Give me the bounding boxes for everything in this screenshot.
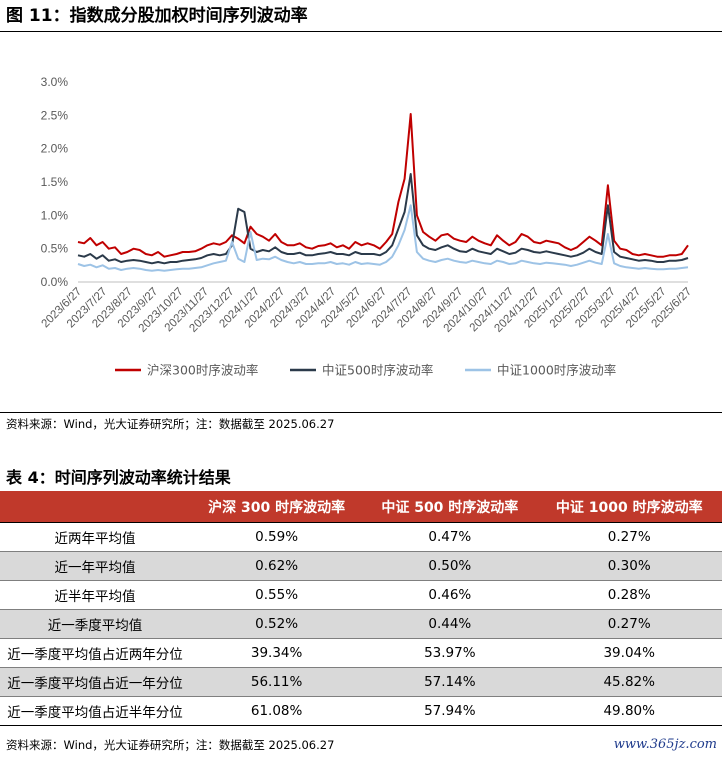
legend-label: 中证500时序波动率 <box>322 363 433 378</box>
table-row: 近两年平均值 0.59% 0.47% 0.27% <box>0 522 722 552</box>
table-cell: 39.04% <box>536 638 722 668</box>
statistics-table: 沪深 300 时序波动率 中证 500 时序波动率 中证 1000 时序波动率 … <box>0 491 722 726</box>
table-cell: 0.50% <box>363 551 537 581</box>
row-label: 近一季度平均值占近一年分位 <box>0 667 190 697</box>
top-rule <box>0 31 722 32</box>
chart-legend: 沪深300时序波动率 中证500时序波动率 中证1000时序波动率 <box>115 363 616 378</box>
table-cell: 0.59% <box>190 522 364 552</box>
table-row: 近半年平均值 0.55% 0.46% 0.28% <box>0 580 722 610</box>
table-row: 近一季度平均值占近一年分位 56.11% 57.14% 45.82% <box>0 667 722 697</box>
watermark: www.365jz.com <box>613 737 717 752</box>
y-tick-label: 1.5% <box>41 175 69 189</box>
table-row: 近一季度平均值 0.52% 0.44% 0.27% <box>0 609 722 639</box>
table-cell: 0.27% <box>536 522 722 552</box>
table-cell: 0.52% <box>190 609 364 639</box>
table-cell: 56.11% <box>190 667 364 697</box>
table-cell: 39.34% <box>190 638 364 668</box>
chart-bottom-rule <box>0 412 722 413</box>
y-tick-label: 3.0% <box>41 75 69 89</box>
series-line <box>77 113 689 258</box>
y-tick-label: 1.0% <box>41 208 69 222</box>
series-lines <box>77 113 689 272</box>
table-header-row: 沪深 300 时序波动率 中证 500 时序波动率 中证 1000 时序波动率 <box>0 491 722 523</box>
y-tick-label: 0.0% <box>41 275 69 289</box>
table-cell: 0.47% <box>363 522 537 552</box>
row-label: 近一季度平均值 <box>0 609 190 639</box>
header-cell: 中证 500 时序波动率 <box>363 491 537 523</box>
table-row: 近一年平均值 0.62% 0.50% 0.30% <box>0 551 722 581</box>
table-cell: 0.30% <box>536 551 722 581</box>
table-cell: 49.80% <box>536 696 722 726</box>
table-cell: 53.97% <box>363 638 537 668</box>
table-row: 近一季度平均值占近半年分位 61.08% 57.94% 49.80% <box>0 696 722 726</box>
table-cell: 45.82% <box>536 667 722 697</box>
row-label: 近半年平均值 <box>0 580 190 610</box>
legend-label: 沪深300时序波动率 <box>147 363 258 378</box>
header-cell: 中证 1000 时序波动率 <box>536 491 722 523</box>
table-cell: 57.14% <box>363 667 537 697</box>
header-cell <box>0 491 190 523</box>
figure-source-note: 资料来源：Wind，光大证券研究所；注：数据截至 2025.06.27 <box>6 417 335 431</box>
table-title: 表 4：时间序列波动率统计结果 <box>6 468 231 487</box>
x-axis: 2023/6/272023/7/272023/8/272023/9/272023… <box>39 281 694 335</box>
row-label: 近一季度平均值占近半年分位 <box>0 696 190 726</box>
y-tick-label: 0.5% <box>41 242 69 256</box>
table-source-note: 资料来源：Wind，光大证券研究所；注：数据截至 2025.06.27 <box>6 738 335 752</box>
table-cell: 0.55% <box>190 580 364 610</box>
header-cell: 沪深 300 时序波动率 <box>190 491 364 523</box>
table-cell: 0.28% <box>536 580 722 610</box>
table-cell: 57.94% <box>363 696 537 726</box>
row-label: 近两年平均值 <box>0 522 190 552</box>
y-axis: 0.0% 0.5% 1.0% 1.5% 2.0% 2.5% 3.0% <box>41 75 69 289</box>
volatility-line-chart: 0.0% 0.5% 1.0% 1.5% 2.0% 2.5% 3.0% 2023/6/2720… <box>39 75 694 378</box>
table-cell: 0.62% <box>190 551 364 581</box>
table-cell: 0.46% <box>363 580 537 610</box>
y-tick-label: 2.0% <box>41 142 69 156</box>
table-cell: 0.44% <box>363 609 537 639</box>
table-cell: 61.08% <box>190 696 364 726</box>
row-label: 近一年平均值 <box>0 551 190 581</box>
figure-title: 图 11：指数成分股加权时间序列波动率 <box>6 6 308 26</box>
row-label: 近一季度平均值占近两年分位 <box>0 638 190 668</box>
series-line <box>77 204 689 272</box>
y-tick-label: 2.5% <box>41 108 69 122</box>
series-line <box>77 173 689 265</box>
legend-label: 中证1000时序波动率 <box>497 363 616 378</box>
table-row: 近一季度平均值占近两年分位 39.34% 53.97% 39.04% <box>0 638 722 668</box>
table-cell: 0.27% <box>536 609 722 639</box>
